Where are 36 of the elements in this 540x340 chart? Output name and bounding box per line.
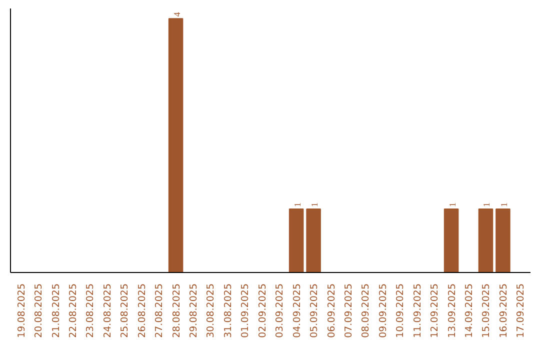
x-tick-label: 17.09.2025 <box>516 283 527 338</box>
data-label: 1 <box>310 202 320 208</box>
x-tick-label: 03.09.2025 <box>274 283 286 338</box>
x-tick-label: 05.09.2025 <box>309 283 320 338</box>
x-tick-label: 24.08.2025 <box>102 283 114 338</box>
x-tick-label: 10.09.2025 <box>395 283 406 338</box>
x-tick-label: 27.08.2025 <box>154 283 166 338</box>
x-tick-label: 22.08.2025 <box>68 283 79 338</box>
x-tick-label: 08.09.2025 <box>360 283 372 338</box>
x-tick-label: 14.09.2025 <box>464 283 476 338</box>
x-tick-label: 11.09.2025 <box>412 283 424 338</box>
x-tick-label: 19.08.2025 <box>16 283 28 338</box>
data-label: 1 <box>498 202 509 208</box>
x-tick-label: 25.08.2025 <box>120 283 131 338</box>
x-tick-label: 07.09.2025 <box>343 283 354 338</box>
x-tick-label: 09.09.2025 <box>378 283 389 338</box>
x-tick-label: 26.08.2025 <box>136 283 148 338</box>
x-tick-label: 30.08.2025 <box>206 283 217 338</box>
x-tick-label: 12.09.2025 <box>430 283 441 338</box>
x-tick-label: 31.08.2025 <box>222 283 234 338</box>
x-tick-label: 29.08.2025 <box>188 283 200 338</box>
x-tick-label: 15.09.2025 <box>481 283 492 338</box>
x-tick-label: 02.09.2025 <box>257 283 268 338</box>
x-tick-label: 20.08.2025 <box>34 283 45 338</box>
x-tick-label: 16.09.2025 <box>498 283 510 338</box>
x-tick-label: 01.09.2025 <box>240 283 252 338</box>
data-label: 1 <box>482 202 492 208</box>
x-tick-label: 06.09.2025 <box>326 283 338 338</box>
x-tick-label: 04.09.2025 <box>292 283 303 338</box>
x-tick-label: 23.08.2025 <box>85 283 96 338</box>
data-label: 1 <box>292 202 302 208</box>
x-tick-label: 21.08.2025 <box>50 283 62 338</box>
data-label: 4 <box>172 12 182 17</box>
data-label: 1 <box>447 202 458 208</box>
x-tick-label: 28.08.2025 <box>171 283 182 338</box>
x-tick-label: 13.09.2025 <box>446 283 458 338</box>
